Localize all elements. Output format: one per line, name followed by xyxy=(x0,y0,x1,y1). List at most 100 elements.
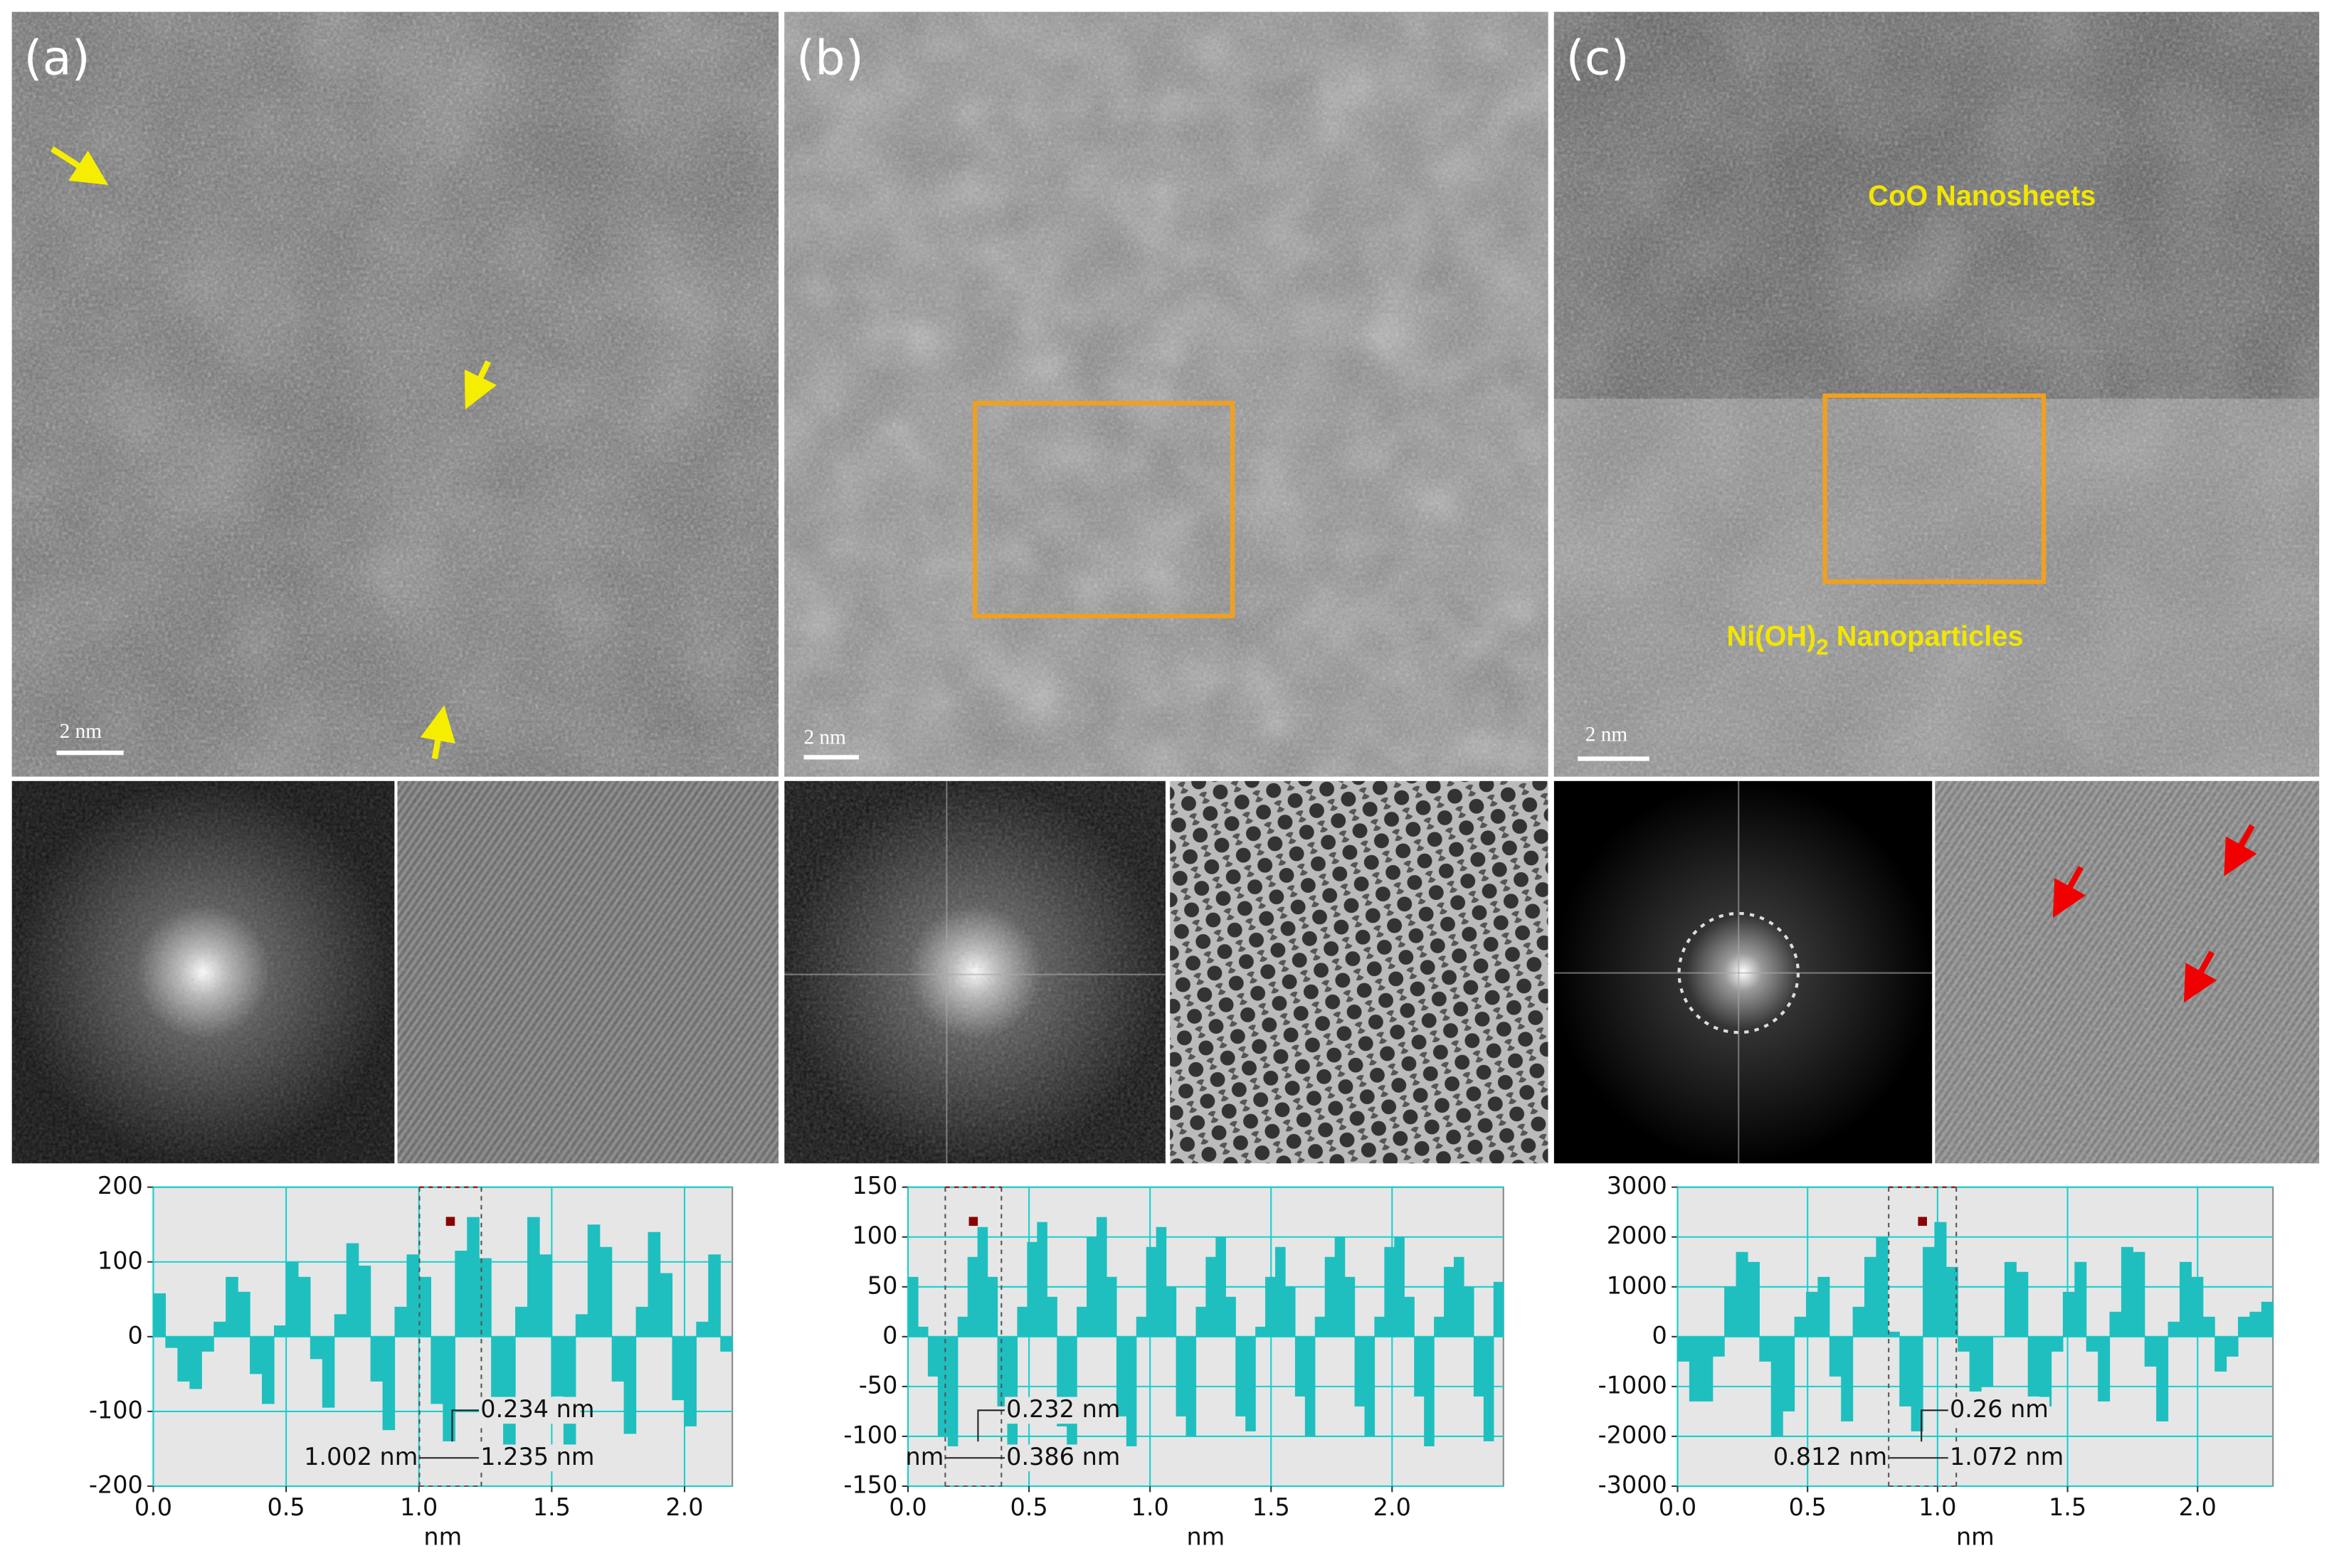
bar xyxy=(977,1227,988,1337)
bar xyxy=(1981,1336,1994,1387)
bar xyxy=(1876,1236,1889,1337)
x-tick-label: 2.0 xyxy=(1373,1493,1411,1521)
bar xyxy=(1077,1306,1087,1337)
bar xyxy=(2261,1301,2274,1337)
x-axis-label: nm xyxy=(423,1523,462,1551)
bar xyxy=(406,1254,420,1337)
tem-image-b xyxy=(784,11,1548,777)
bar xyxy=(2016,1271,2029,1337)
bar xyxy=(720,1336,733,1352)
bar xyxy=(1887,1331,1900,1337)
bar xyxy=(226,1276,238,1337)
x-axis-label: nm xyxy=(1956,1523,1995,1551)
bar xyxy=(1841,1336,1854,1421)
bar xyxy=(2086,1336,2098,1352)
scale-bar-label: 2 nm xyxy=(1585,723,1628,746)
bar xyxy=(527,1217,540,1337)
bar xyxy=(927,1336,939,1377)
bar xyxy=(2121,1246,2133,1337)
bar xyxy=(394,1306,408,1337)
y-tick-label: 50 xyxy=(867,1271,898,1299)
bar xyxy=(1176,1336,1187,1416)
measure-label: nm xyxy=(906,1443,944,1471)
bar xyxy=(937,1336,949,1436)
bar xyxy=(1116,1336,1127,1416)
bar xyxy=(2027,1336,2040,1397)
bar xyxy=(1294,1336,1306,1397)
x-tick-label: 1.0 xyxy=(1131,1493,1169,1521)
bar xyxy=(1483,1336,1494,1441)
bar xyxy=(1027,1241,1037,1337)
bar xyxy=(1958,1336,1970,1352)
measure-label-bg xyxy=(1948,1444,2050,1472)
bar xyxy=(684,1336,697,1426)
bar xyxy=(1794,1316,1807,1337)
bar xyxy=(1454,1256,1464,1337)
y-tick-label: 100 xyxy=(97,1246,143,1274)
bar xyxy=(957,1316,968,1337)
bar xyxy=(1444,1266,1454,1337)
bar xyxy=(1463,1286,1474,1337)
bar xyxy=(1923,1246,1936,1337)
y-tick-label: 0 xyxy=(882,1321,897,1349)
annotation-text: Ni(OH) xyxy=(1727,621,1817,652)
bar xyxy=(947,1336,959,1446)
bar xyxy=(2167,1321,2180,1337)
bar xyxy=(599,1246,613,1337)
bar xyxy=(1689,1336,1701,1402)
bar xyxy=(334,1314,347,1337)
bar xyxy=(1934,1222,1947,1337)
bar xyxy=(1724,1286,1737,1337)
bar xyxy=(551,1336,564,1397)
bar xyxy=(1215,1236,1226,1337)
bar xyxy=(455,1250,468,1337)
bar xyxy=(587,1224,601,1337)
bar xyxy=(611,1336,625,1382)
bar xyxy=(1037,1222,1047,1337)
tem-image-c xyxy=(1553,11,2320,777)
y-tick-label: -200 xyxy=(89,1471,143,1498)
bar xyxy=(1434,1316,1445,1337)
bar xyxy=(2179,1261,2192,1337)
chart: -200 -100 0 100 200 0.0 0.5 1.0 1.5 2.0 nm 0.234 nm… xyxy=(89,1172,734,1551)
bar xyxy=(2109,1311,2122,1337)
bar xyxy=(1186,1336,1197,1436)
bar xyxy=(1304,1336,1316,1436)
bar xyxy=(2238,1316,2251,1337)
bar xyxy=(648,1231,661,1337)
bar xyxy=(1324,1256,1336,1337)
measure-label: 0.386 nm xyxy=(1006,1443,1120,1471)
bar xyxy=(370,1336,384,1382)
bar xyxy=(539,1254,552,1337)
bar xyxy=(1225,1296,1236,1337)
bar xyxy=(177,1336,190,1382)
measure-label: 0.812 nm xyxy=(1773,1443,1887,1471)
measure-label: 1.072 nm xyxy=(1950,1443,2064,1471)
bar xyxy=(358,1266,371,1337)
bar xyxy=(1404,1296,1415,1337)
bar xyxy=(1166,1286,1177,1337)
panel-label: (a) xyxy=(23,31,90,86)
bar xyxy=(2144,1336,2157,1367)
bar xyxy=(708,1254,721,1337)
bar xyxy=(1106,1276,1117,1337)
bar xyxy=(273,1325,287,1337)
bar xyxy=(1344,1276,1356,1337)
bar xyxy=(1284,1286,1296,1337)
measure-label: 0.232 nm xyxy=(1006,1395,1120,1423)
measure-marker xyxy=(1918,1217,1927,1227)
bar xyxy=(1817,1276,1830,1337)
bar xyxy=(491,1336,504,1411)
bar xyxy=(1374,1316,1385,1337)
bar xyxy=(1314,1316,1326,1337)
measure-marker xyxy=(968,1217,978,1227)
measure-label-bg xyxy=(1948,1397,2050,1424)
bar xyxy=(2249,1311,2262,1337)
bar xyxy=(2133,1251,2145,1337)
bar xyxy=(1394,1236,1405,1337)
bar xyxy=(563,1336,576,1449)
bar xyxy=(1899,1336,1912,1407)
x-tick-label: 0.5 xyxy=(1789,1493,1827,1521)
chart: -3000 -2000 -1000 0 1000 2000 3000 0.0 0.5 1.0 1.5… xyxy=(1598,1172,2274,1551)
